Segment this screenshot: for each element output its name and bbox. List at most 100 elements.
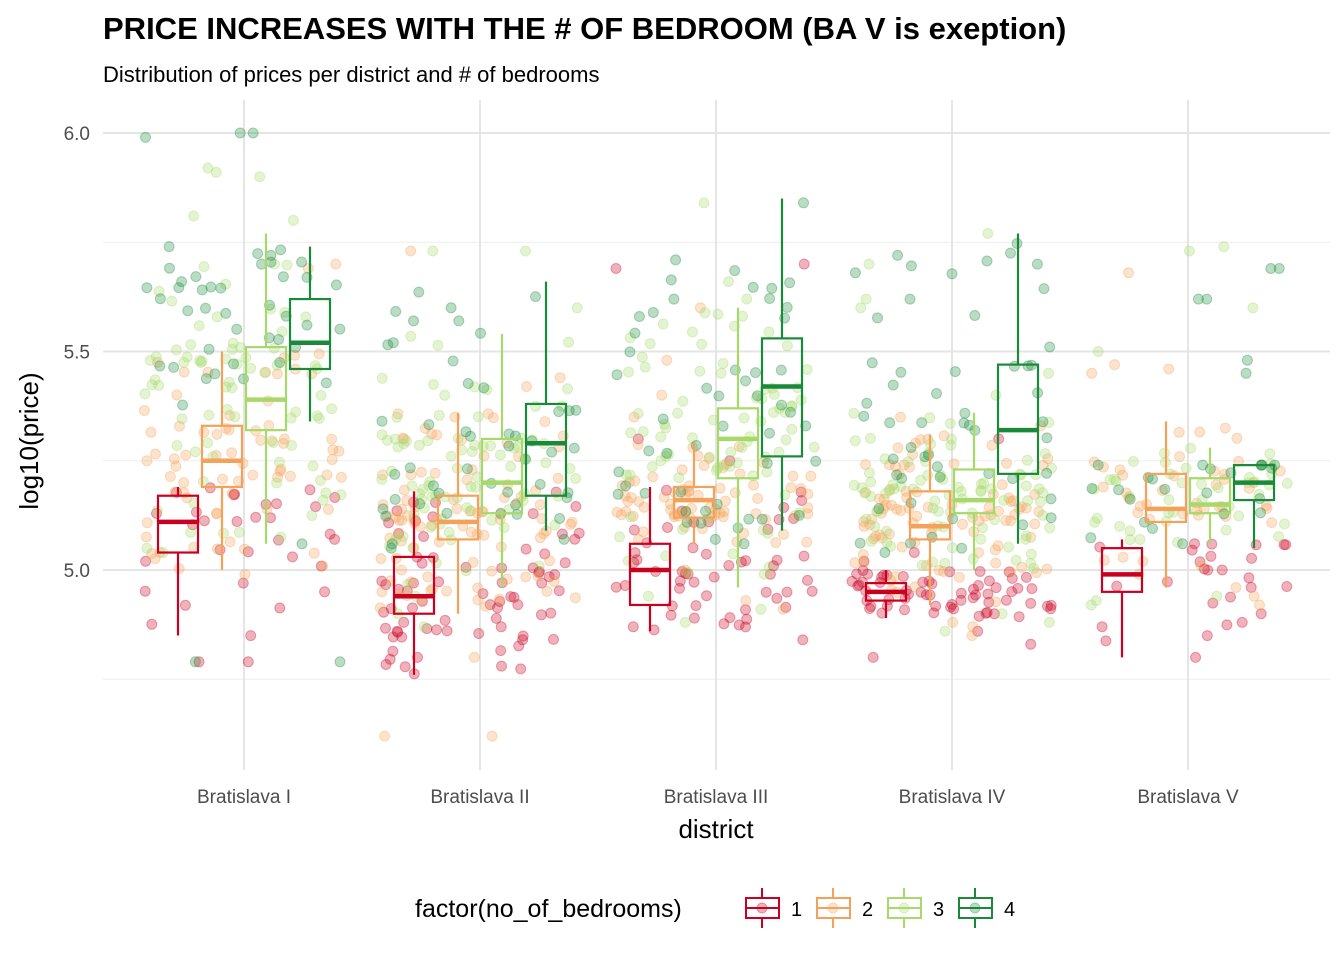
data-point [846,575,858,587]
data-point [217,473,228,485]
data-point [860,486,872,498]
data-point [431,624,442,636]
data-point [1007,473,1019,485]
outlier-point [1255,608,1267,620]
data-point [955,587,967,599]
data-point [398,438,410,450]
data-point [423,419,435,431]
data-point [1097,481,1109,493]
data-point [860,459,871,470]
data-point [623,366,634,378]
data-point [768,407,779,418]
data-point [532,570,544,582]
data-point [185,527,197,538]
data-point [163,241,175,253]
data-point [1225,591,1236,603]
data-point [771,592,783,604]
data-point [958,417,970,429]
data-point [1210,479,1222,491]
data-point [178,477,190,489]
data-point [858,556,870,568]
outlier-point [668,293,680,305]
outlier-point [210,166,222,178]
data-point [550,486,562,498]
outlier-point [741,293,753,305]
data-point [520,543,532,555]
data-point [1117,469,1129,481]
data-point [272,471,284,483]
data-point [176,276,188,288]
data-point [1025,548,1037,560]
data-point [281,259,293,271]
data-point [1089,516,1101,528]
outlier-point [996,608,1008,620]
data-point [389,493,401,505]
data-point [996,479,1008,491]
data-point [898,459,910,471]
iqr-box [996,363,1040,475]
data-point [503,504,515,515]
data-point [927,502,939,514]
data-point [1173,426,1185,438]
data-point [779,406,791,418]
data-point [802,488,814,500]
data-point [977,522,988,534]
data-point [1020,480,1032,492]
data-point [539,548,551,560]
data-point [917,576,929,588]
data-point [946,268,958,280]
data-point [981,255,993,267]
legend-label: 2 [862,899,873,921]
data-point [153,285,165,297]
data-point [682,567,694,578]
data-point [193,320,205,332]
boxplot-4-bedrooms-2 [908,434,952,605]
data-point [655,431,667,443]
data-point [1045,603,1057,615]
data-point [448,494,459,505]
jitter-points [138,127,1293,742]
data-point [795,483,807,495]
data-point [624,332,636,344]
data-point [330,279,342,291]
data-point [473,628,485,639]
outlier-point [610,263,622,274]
data-point [1161,576,1173,588]
data-point [727,548,739,560]
x-tick-label: Bratislava V [1137,787,1239,808]
data-point [679,521,691,533]
data-point [432,339,444,351]
data-point [1046,462,1057,474]
data-point [690,440,702,451]
data-point [926,531,938,543]
data-point [310,501,322,513]
data-point [515,663,527,675]
outlier-point [391,625,403,637]
data-point [168,361,180,373]
data-point [422,435,434,447]
data-point [724,460,736,472]
data-point [946,542,958,554]
data-point [881,525,892,537]
data-point [300,311,312,323]
data-point [508,591,520,603]
data-point [676,505,688,517]
data-point [196,284,208,296]
outlier-point [202,162,214,174]
data-point [969,310,981,321]
data-point [419,422,431,434]
data-point [688,576,700,588]
data-point [428,379,440,390]
data-point [1022,495,1034,507]
data-point [490,612,502,624]
iqr-box [244,346,288,432]
data-point [930,600,942,612]
data-point [892,442,904,454]
data-point [1219,422,1231,434]
data-point [1117,551,1129,563]
data-point [625,492,637,504]
boxplot-4-bedrooms-3 [952,412,996,570]
data-point [508,442,520,454]
data-point [980,607,992,619]
data-point [154,360,166,372]
